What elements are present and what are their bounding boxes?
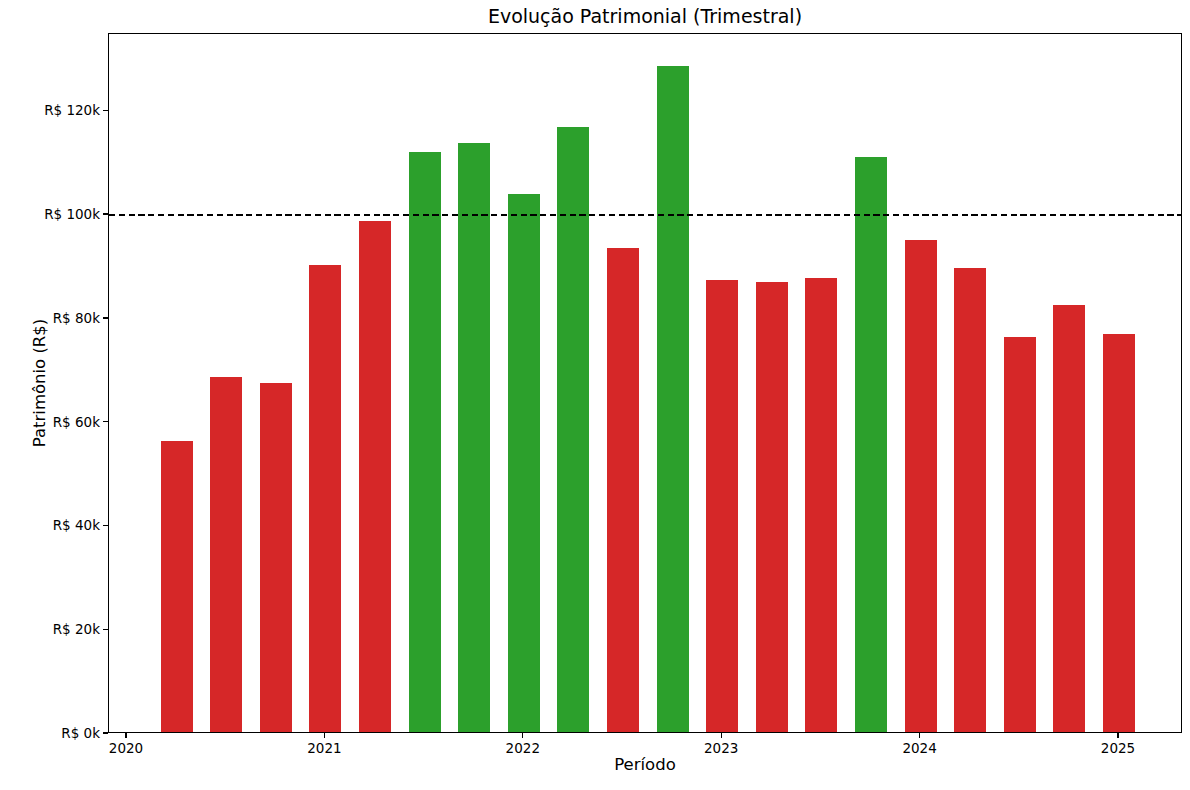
bar-2024-Q4 (1053, 305, 1085, 732)
bar-2022-Q1 (508, 194, 540, 732)
y-tick-label-60000: R$ 60k (53, 414, 100, 430)
y-tick-mark-20000 (103, 629, 108, 630)
bar-2020-Q3 (210, 377, 242, 732)
y-tick-mark-100000 (103, 213, 108, 214)
y-tick-mark-0 (103, 732, 108, 733)
x-tick-mark-2024 (919, 733, 920, 738)
y-axis-label: Patrimônio (R$) (30, 319, 49, 448)
x-tick-label-2024: 2024 (902, 740, 936, 756)
reference-line-100k (109, 214, 1181, 216)
x-tick-mark-2021 (324, 733, 325, 738)
y-tick-mark-40000 (103, 525, 108, 526)
x-tick-label-2025: 2025 (1101, 740, 1135, 756)
bar-2024-Q3 (1004, 337, 1036, 732)
x-tick-mark-2023 (721, 733, 722, 738)
x-axis-label: Período (108, 755, 1182, 774)
y-tick-mark-120000 (103, 110, 108, 111)
y-tick-label-20000: R$ 20k (53, 621, 100, 637)
y-tick-label-100000: R$ 100k (44, 206, 100, 222)
bar-2021-Q4 (458, 143, 490, 732)
chart-title: Evolução Patrimonial (Trimestral) (108, 4, 1182, 28)
bar-2023-Q1 (706, 280, 738, 732)
chart-figure: Evolução Patrimonial (Trimestral) Períod… (0, 0, 1190, 790)
x-tick-label-2021: 2021 (307, 740, 341, 756)
bar-2020-Q2 (161, 441, 193, 732)
bar-2021-Q3 (409, 152, 441, 732)
x-tick-mark-2025 (1117, 733, 1118, 738)
x-tick-mark-2020 (125, 733, 126, 738)
y-tick-mark-60000 (103, 421, 108, 422)
y-tick-label-0: R$ 0k (61, 725, 100, 741)
x-tick-label-2020: 2020 (109, 740, 143, 756)
bar-2022-Q2 (557, 127, 589, 732)
plot-area (108, 33, 1182, 733)
y-tick-label-80000: R$ 80k (53, 310, 100, 326)
bar-2024-Q2 (954, 268, 986, 732)
bar-2025-Q1 (1103, 334, 1135, 732)
bar-2021-Q2 (359, 221, 391, 732)
bar-2021-Q1 (309, 265, 341, 732)
bar-2023-Q3 (805, 278, 837, 732)
y-tick-label-120000: R$ 120k (44, 102, 100, 118)
bar-2023-Q4 (855, 157, 887, 732)
y-tick-label-40000: R$ 40k (53, 517, 100, 533)
x-tick-label-2023: 2023 (704, 740, 738, 756)
bar-2022-Q4 (657, 66, 689, 732)
bar-2024-Q1 (905, 240, 937, 732)
bar-2020-Q4 (260, 383, 292, 732)
bar-2023-Q2 (756, 282, 788, 732)
y-tick-mark-80000 (103, 317, 108, 318)
bar-2022-Q3 (607, 248, 639, 732)
x-tick-label-2022: 2022 (506, 740, 540, 756)
x-tick-mark-2022 (522, 733, 523, 738)
